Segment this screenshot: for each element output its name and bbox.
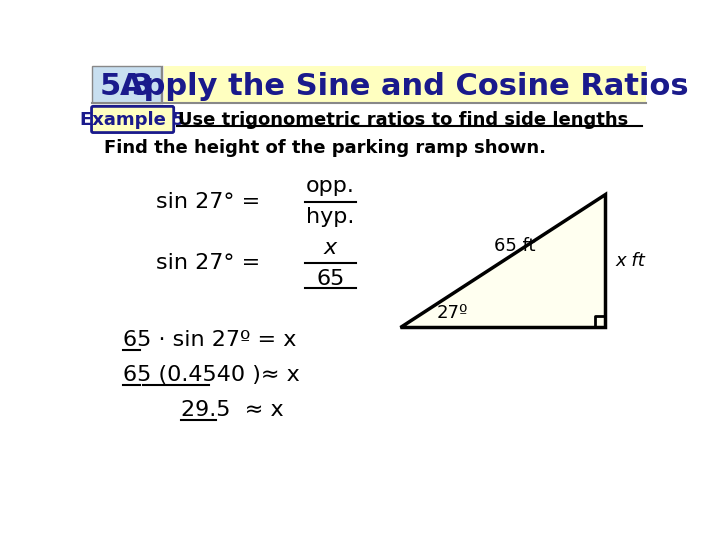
Text: 5.3: 5.3 <box>99 72 153 101</box>
FancyBboxPatch shape <box>163 66 646 103</box>
Text: sin 27° =: sin 27° = <box>156 253 260 273</box>
Text: 65 · sin 27º = x: 65 · sin 27º = x <box>122 330 296 350</box>
Text: Use trigonometric ratios to find side lengths: Use trigonometric ratios to find side le… <box>179 111 629 129</box>
Text: sin 27° =: sin 27° = <box>156 192 260 212</box>
Text: Apply the Sine and Cosine Ratios: Apply the Sine and Cosine Ratios <box>120 72 689 101</box>
Text: 65 (0.4540 )≈ x: 65 (0.4540 )≈ x <box>122 365 300 385</box>
Text: Example 5: Example 5 <box>81 111 185 129</box>
Text: 27º: 27º <box>437 303 469 322</box>
FancyBboxPatch shape <box>91 66 161 103</box>
Text: 65: 65 <box>316 269 344 289</box>
Text: 29.5  ≈ x: 29.5 ≈ x <box>181 400 284 420</box>
Polygon shape <box>400 194 606 327</box>
Text: x ft: x ft <box>616 252 645 270</box>
Text: 65 ft: 65 ft <box>494 237 536 255</box>
FancyBboxPatch shape <box>91 106 174 132</box>
Text: x: x <box>324 238 337 258</box>
Text: hyp.: hyp. <box>306 207 354 227</box>
Text: Find the height of the parking ramp shown.: Find the height of the parking ramp show… <box>104 139 546 157</box>
Text: opp.: opp. <box>306 177 355 197</box>
